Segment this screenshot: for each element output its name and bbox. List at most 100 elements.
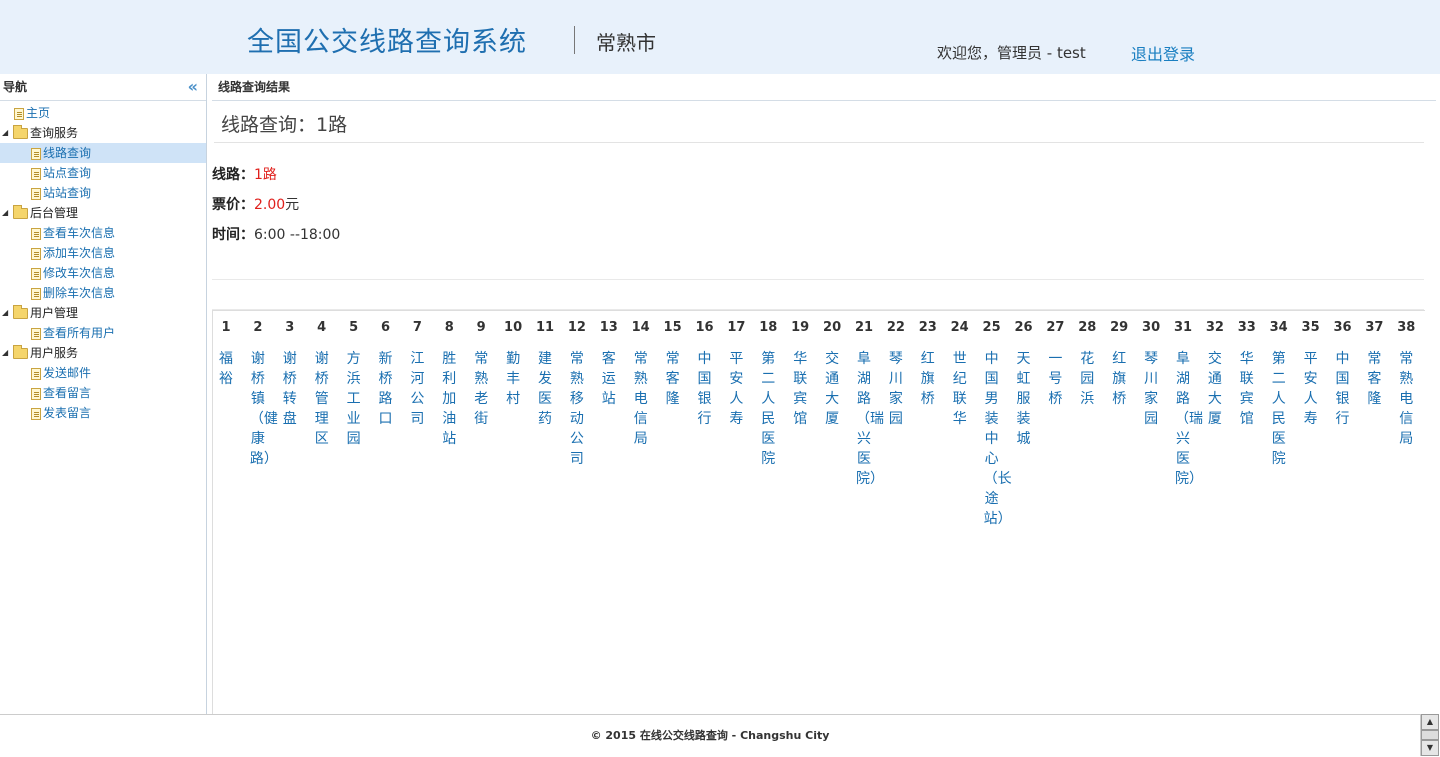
stop-column: 34 第二人民医院 (1264, 311, 1294, 469)
scroll-thumb[interactable] (1421, 730, 1439, 740)
stop-name-link[interactable]: 客运站 (601, 351, 616, 407)
main-panel-title: 线路查询结果 (212, 74, 1436, 101)
sidebar-item-12[interactable]: ◢ 用户服务 (0, 343, 206, 363)
stop-number: 37 (1365, 320, 1384, 335)
route-info: 线路：1路 (212, 164, 277, 184)
fare-unit: 元 (285, 197, 300, 213)
sidebar-item-4[interactable]: 站站查询 (0, 183, 206, 203)
stop-name-link[interactable]: 勤丰村 (506, 351, 521, 407)
query-value: 1路 (316, 114, 348, 136)
title-divider (574, 26, 575, 54)
stop-name-link[interactable]: 福裕 (219, 351, 233, 387)
stop-name-link[interactable]: 中国银行 (1335, 351, 1350, 427)
expand-arrow-icon[interactable]: ◢ (2, 348, 9, 357)
stop-column: 24 世纪联华 (945, 311, 975, 429)
sidebar-item-5[interactable]: ◢ 后台管理 (0, 203, 206, 223)
stop-number: 23 (918, 320, 937, 335)
stop-column: 11 建发医药 (530, 311, 560, 429)
stop-name-link[interactable]: 常熟电信局 (1399, 351, 1414, 447)
stop-number: 25 (982, 320, 1001, 335)
sidebar-item-11[interactable]: 查看所有用户 (0, 323, 206, 343)
stop-name-link[interactable]: 常熟移动公司 (569, 351, 584, 467)
stop-column: 25 中国男装中心（长途站） (977, 311, 1012, 529)
stop-name-link[interactable]: 方浜工业园 (346, 351, 361, 447)
sidebar-item-7[interactable]: 添加车次信息 (0, 243, 206, 263)
sidebar-header: 导航 « (0, 74, 206, 101)
stop-name-link[interactable]: 谢桥管理区 (314, 351, 329, 447)
stop-name-link[interactable]: 交通大厦 (825, 351, 840, 427)
fare-value: 2.00 (254, 197, 286, 213)
stop-name-link[interactable]: 第二人民医院 (1271, 351, 1286, 467)
stop-name-link[interactable]: 交通大厦 (1207, 351, 1222, 427)
sidebar-item-0[interactable]: 主页 (0, 103, 206, 123)
stop-name-link[interactable]: 花园浜 (1080, 351, 1095, 407)
stop-name-link[interactable]: 天虹服装城 (1016, 351, 1031, 447)
stop-name-link[interactable]: 红旗桥 (1112, 351, 1127, 407)
stop-column: 20 交通大厦 (817, 311, 847, 429)
document-icon (31, 407, 41, 420)
stop-name-link[interactable]: 谢桥转盘 (282, 351, 297, 427)
stop-number: 6 (380, 320, 391, 335)
scroll-up-arrow-icon[interactable]: ▲ (1421, 714, 1439, 730)
stop-name-link[interactable]: 建发医药 (538, 351, 552, 427)
stop-number: 19 (791, 320, 810, 335)
sidebar-item-label: 用户管理 (30, 306, 79, 320)
expand-arrow-icon[interactable]: ◢ (2, 128, 9, 137)
scroll-down-arrow-icon[interactable]: ▼ (1421, 740, 1439, 756)
stop-name-link[interactable]: 阜湖路（瑞兴医院） (856, 351, 884, 487)
stop-name-link[interactable]: 常客隆 (665, 351, 680, 407)
sidebar-item-13[interactable]: 发送邮件 (0, 363, 206, 383)
stop-column: 16 中国银行 (690, 311, 720, 429)
sidebar-item-label: 查询服务 (30, 126, 79, 140)
route-label: 线路： (212, 167, 254, 183)
stop-column: 12 常熟移动公司 (562, 311, 592, 469)
stop-name-link[interactable]: 华联宾馆 (1239, 351, 1254, 427)
stop-name-link[interactable]: 江河公司 (410, 351, 425, 427)
stop-name-link[interactable]: 常熟老街 (474, 351, 489, 427)
stop-name-link[interactable]: 第二人民医院 (761, 351, 776, 467)
stop-number: 5 (349, 320, 359, 335)
sidebar-item-1[interactable]: ◢ 查询服务 (0, 123, 206, 143)
stop-name-link[interactable]: 阜湖路（瑞兴医院） (1175, 351, 1203, 487)
stop-name-link[interactable]: 常客隆 (1367, 351, 1382, 407)
vertical-scrollbar[interactable]: ▲ ▼ (1420, 714, 1439, 756)
footer: © 2015 在线公交线路查询 - Changshu City (0, 714, 1420, 757)
stop-name-link[interactable]: 胜利加油站 (442, 351, 457, 447)
sidebar-item-9[interactable]: 删除车次信息 (0, 283, 206, 303)
stop-column: 5 方浜工业园 (339, 311, 369, 449)
sidebar-item-8[interactable]: 修改车次信息 (0, 263, 206, 283)
stop-name-link[interactable]: 平安人寿 (1303, 351, 1318, 427)
stop-name-link[interactable]: 中国银行 (697, 351, 712, 427)
stop-name-link[interactable]: 中国男装中心（长途站） (983, 351, 1012, 527)
sidebar-item-label: 修改车次信息 (43, 266, 116, 280)
stop-name-link[interactable]: 新桥路口 (378, 351, 393, 427)
sidebar-item-2[interactable]: 线路查询 (0, 143, 206, 163)
divider (214, 142, 1424, 143)
stop-name-link[interactable]: 世纪联华 (952, 351, 967, 427)
document-icon (31, 287, 41, 300)
stop-name-link[interactable]: 平安人寿 (729, 351, 744, 427)
sidebar-item-15[interactable]: 发表留言 (0, 403, 206, 423)
sidebar-item-6[interactable]: 查看车次信息 (0, 223, 206, 243)
logout-link[interactable]: 退出登录 (1131, 45, 1196, 64)
collapse-sidebar-icon[interactable]: « (187, 77, 198, 96)
stop-number: 21 (854, 320, 874, 335)
stop-column: 21 阜湖路（瑞兴医院） (849, 311, 884, 489)
expand-arrow-icon[interactable]: ◢ (2, 308, 9, 317)
system-title: 全国公交线路查询系统 (247, 27, 527, 58)
expand-arrow-icon[interactable]: ◢ (2, 208, 9, 217)
stop-name-link[interactable]: 谢桥镇（健康路） (249, 351, 278, 467)
stop-name-link[interactable]: 常熟电信局 (633, 351, 648, 447)
stop-name-link[interactable]: 一号桥 (1048, 351, 1063, 407)
sidebar-item-3[interactable]: 站点查询 (0, 163, 206, 183)
sidebar-item-10[interactable]: ◢ 用户管理 (0, 303, 206, 323)
stop-column: 18 第二人民医院 (753, 311, 783, 469)
stop-number: 39 (1423, 311, 1425, 345)
stop-name-link[interactable]: 琴川家园 (888, 351, 903, 427)
sidebar-item-label: 后台管理 (30, 206, 79, 220)
stop-name-link[interactable]: 红旗桥 (920, 351, 935, 407)
sidebar-item-label: 线路查询 (43, 146, 92, 160)
stop-name-link[interactable]: 琴川家园 (1144, 351, 1159, 427)
sidebar-item-14[interactable]: 查看留言 (0, 383, 206, 403)
stop-name-link[interactable]: 华联宾馆 (793, 351, 808, 427)
